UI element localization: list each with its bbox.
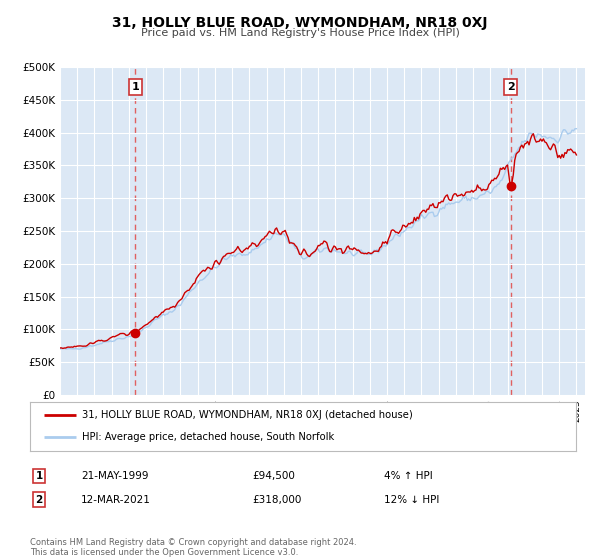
Text: 12-MAR-2021: 12-MAR-2021: [81, 494, 151, 505]
Text: 2: 2: [35, 494, 43, 505]
Text: 4% ↑ HPI: 4% ↑ HPI: [384, 471, 433, 481]
Text: 1: 1: [131, 82, 139, 92]
Text: 31, HOLLY BLUE ROAD, WYMONDHAM, NR18 0XJ: 31, HOLLY BLUE ROAD, WYMONDHAM, NR18 0XJ: [112, 16, 488, 30]
Text: HPI: Average price, detached house, South Norfolk: HPI: Average price, detached house, Sout…: [82, 432, 334, 442]
Text: 12% ↓ HPI: 12% ↓ HPI: [384, 494, 439, 505]
Text: £318,000: £318,000: [252, 494, 301, 505]
Text: £94,500: £94,500: [252, 471, 295, 481]
Text: Contains HM Land Registry data © Crown copyright and database right 2024.
This d: Contains HM Land Registry data © Crown c…: [30, 538, 356, 557]
Text: 2: 2: [507, 82, 515, 92]
Text: 21-MAY-1999: 21-MAY-1999: [81, 471, 149, 481]
Text: 31, HOLLY BLUE ROAD, WYMONDHAM, NR18 0XJ (detached house): 31, HOLLY BLUE ROAD, WYMONDHAM, NR18 0XJ…: [82, 410, 413, 420]
Text: 1: 1: [35, 471, 43, 481]
Text: Price paid vs. HM Land Registry's House Price Index (HPI): Price paid vs. HM Land Registry's House …: [140, 28, 460, 38]
